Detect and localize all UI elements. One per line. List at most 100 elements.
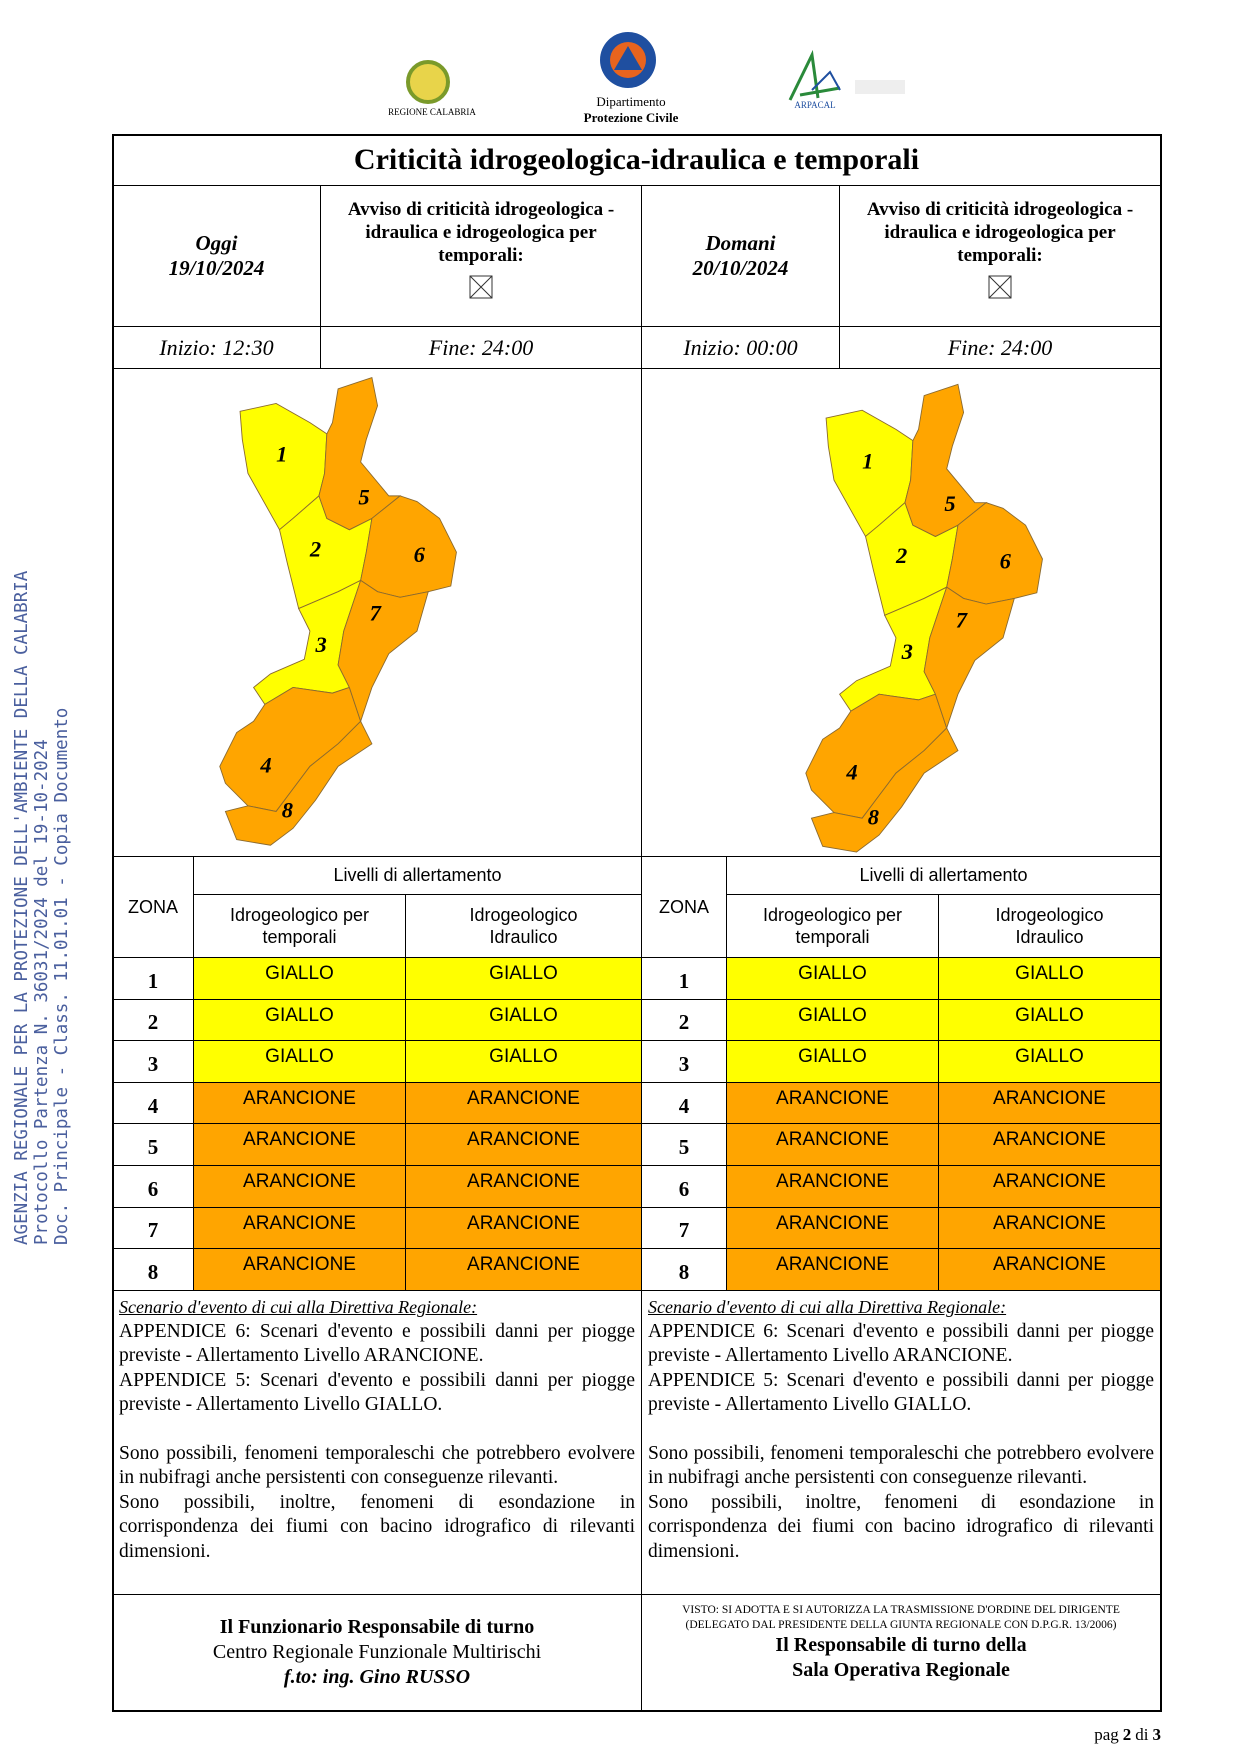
map-label: 3 [315, 632, 327, 657]
title-text: Criticità idrogeologica-idraulica e temp… [353, 143, 920, 176]
inizio-text: Inizio: 00:00 [683, 334, 798, 360]
level-text: ARANCIONE [243, 1129, 356, 1151]
level-text: ARANCIONE [776, 1212, 889, 1234]
scenario: Scenario d'evento di cui alla Direttiva … [113, 1291, 642, 1595]
level-cell: ARANCIONE [727, 1249, 939, 1291]
level-text: ARANCIONE [467, 1254, 580, 1276]
level-text: ARANCIONE [243, 1087, 356, 1109]
fine-text: Fine: 24:00 [428, 334, 534, 360]
zona-cell: 6 [642, 1166, 727, 1208]
zona-header: ZONA [642, 857, 727, 958]
level-text: GIALLO [265, 1046, 334, 1068]
inizio: Inizio: 00:00 [642, 327, 840, 369]
level-cell: GIALLO [406, 1041, 642, 1083]
level-text: ARANCIONE [993, 1171, 1106, 1192]
zona-header-text: ZONA [127, 896, 178, 917]
zona-cell: 4 [642, 1082, 727, 1125]
zona-number: 6 [678, 1176, 690, 1201]
level-text: ARANCIONE [467, 1087, 580, 1109]
fine-text: Fine: 24:00 [947, 334, 1053, 360]
level-text: ARANCIONE [467, 1171, 580, 1192]
level-text: ARANCIONE [467, 1129, 580, 1151]
zona-number: 7 [147, 1218, 159, 1243]
level-text: GIALLO [1015, 963, 1084, 984]
page-number-part: 3 [1152, 1725, 1162, 1744]
zona-number: 8 [678, 1259, 690, 1284]
logo-center-text: Dipartimento [596, 94, 665, 109]
level-text: ARANCIONE [993, 1129, 1106, 1151]
page-number-part: pag [1094, 1725, 1119, 1744]
zona-number: 1 [147, 968, 159, 993]
zona-cell: 1 [642, 958, 727, 1000]
level-cell: ARANCIONE [406, 1166, 642, 1208]
map-label: 6 [414, 542, 426, 567]
footer-note: (DELEGATO DAL PRESIDENTE DELLA GIUNTA RE… [685, 1619, 1117, 1631]
level-cell: GIALLO [727, 999, 939, 1042]
level-text: ARANCIONE [993, 1254, 1106, 1276]
zona-cell: 8 [642, 1249, 727, 1291]
map: 1 2 3 4 5 6 7 8 [805, 383, 1043, 853]
col-header-text: Idrogeologico per temporali [229, 905, 370, 947]
level-text: GIALLO [489, 1004, 558, 1026]
level-text: ARANCIONE [776, 1087, 889, 1109]
logo-left-text: REGIONE CALABRIA [388, 107, 476, 117]
day-date: 19/10/2024 [168, 256, 265, 280]
map-zone [946, 502, 1043, 605]
avviso-text: Avviso di criticità idrogeologica - idra… [347, 199, 615, 266]
map-zone [810, 727, 959, 853]
zona-number: 4 [147, 1093, 159, 1118]
checkbox-icon [988, 275, 1012, 299]
scenario-heading: Scenario d'evento di cui alla Direttiva … [119, 1297, 478, 1317]
level-text: ARANCIONE [776, 1171, 889, 1192]
scenario: Scenario d'evento di cui alla Direttiva … [642, 1291, 1161, 1595]
level-cell: ARANCIONE [727, 1207, 939, 1250]
level-text: GIALLO [489, 963, 558, 984]
map-label: 7 [370, 601, 383, 626]
footer-signature: f.to: ing. Gino RUSSO [283, 1666, 471, 1688]
map: 1 2 3 4 5 6 7 8 [219, 376, 457, 846]
page-number: pag 2 di 3 [1094, 1725, 1161, 1745]
zona-number: 4 [678, 1093, 690, 1118]
map-zone [318, 376, 402, 531]
level-cell: GIALLO [727, 958, 939, 1000]
level-cell: ARANCIONE [194, 1249, 406, 1291]
level-text: GIALLO [265, 963, 334, 984]
logo-left: REGIONE CALABRIA [388, 60, 476, 117]
zona-number: 5 [147, 1135, 159, 1160]
map-label: 7 [956, 607, 969, 632]
day-header: Domani 20/10/2024 [642, 186, 840, 327]
zona-cell: 7 [113, 1207, 194, 1250]
level-cell: GIALLO [939, 999, 1161, 1042]
map-label: 2 [309, 536, 321, 561]
map-zone [224, 720, 373, 846]
scenario-paragraph: APPENDICE 5: Scenari d'evento e possibil… [648, 1369, 1154, 1416]
level-text: ARANCIONE [467, 1212, 580, 1234]
footer-note: VISTO: SI ADOTTA E SI AUTORIZZA LA TRASM… [682, 1604, 1120, 1616]
level-text: GIALLO [798, 1046, 867, 1068]
footer-left: Il Funzionario Responsabile di turno Cent… [113, 1595, 642, 1711]
inizio-text: Inizio: 12:30 [159, 334, 274, 360]
avviso: Avviso di criticità idrogeologica - idra… [321, 186, 642, 327]
scenario-paragraph: Sono possibili, inoltre, fenomeni di eso… [648, 1491, 1154, 1562]
level-cell: ARANCIONE [406, 1207, 642, 1250]
checkbox [988, 275, 1012, 299]
level-cell: ARANCIONE [406, 1249, 642, 1291]
footer-title: Il Funzionario Responsabile di turno [219, 1616, 535, 1638]
map-zone [923, 586, 1015, 730]
sidebar-text: Doc. Principale - Class. 11.01.01 - Copi… [52, 708, 72, 1245]
zona-cell: 2 [642, 999, 727, 1042]
logo-center: Dipartimento Protezione Civile [584, 32, 679, 125]
map-zone [360, 495, 457, 598]
livelli-text: Livelli di allertamento [333, 865, 502, 885]
logo-center-text: Protezione Civile [584, 110, 679, 125]
scenario-paragraph: APPENDICE 6: Scenari d'evento e possibil… [119, 1320, 635, 1367]
map-cell [642, 369, 1161, 857]
zona-cell: 3 [642, 1041, 727, 1083]
zona-number: 2 [147, 1010, 159, 1035]
day-label: Domani [705, 231, 776, 255]
page-number-part: 2 [1122, 1725, 1132, 1744]
livelli-header: Livelli di allertamento [194, 857, 642, 895]
map-cell [113, 369, 642, 857]
zona-number: 5 [678, 1135, 690, 1160]
